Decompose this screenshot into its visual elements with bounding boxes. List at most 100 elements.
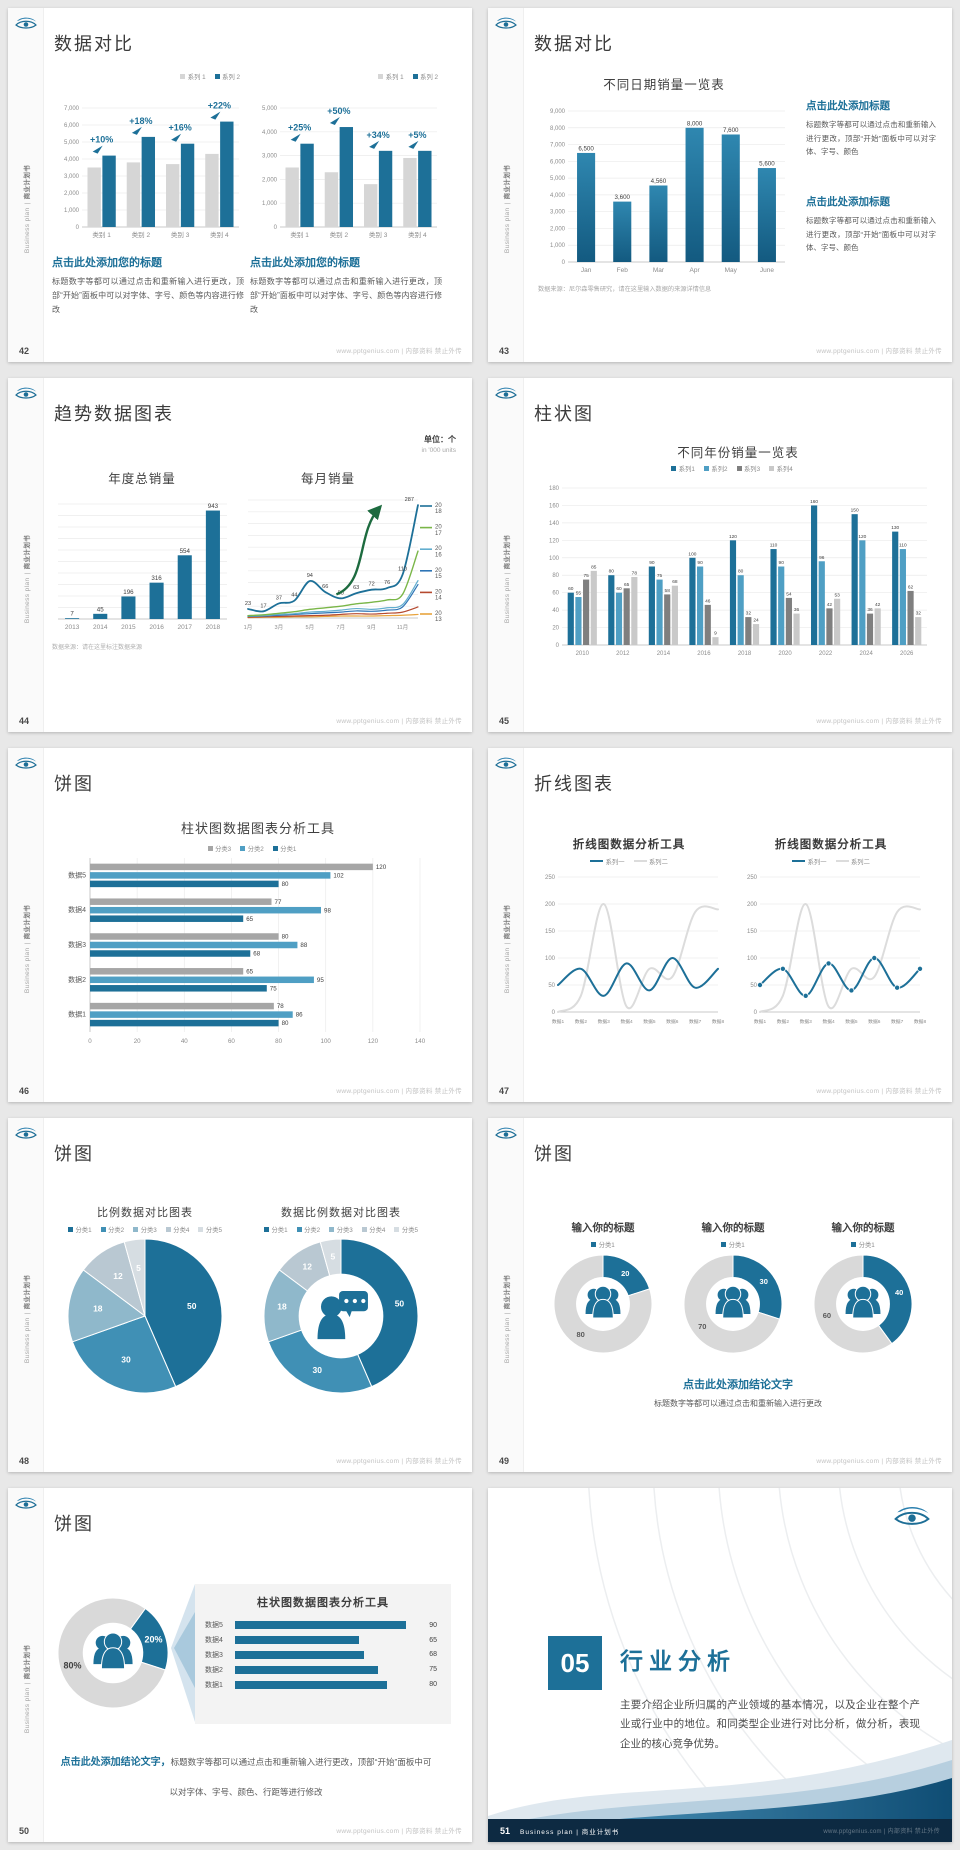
legend-item: 分类4 [361, 1225, 385, 1234]
legend-item: 系列4 [769, 464, 793, 473]
slide-side-strip: Business plan | 商业计划书 [8, 748, 44, 1102]
placeholder-body: 标题数字等都可以通过点击和重新输入进行更改，顶部“开始”面板中可以对字体、字号、… [806, 216, 936, 252]
legend-item: 系列1 [671, 464, 695, 473]
svg-text:0: 0 [562, 260, 566, 266]
placeholder-heading: 点击此处添加标题 [806, 196, 890, 208]
svg-text:数据5: 数据5 [643, 1018, 656, 1025]
svg-text:77: 77 [275, 899, 282, 906]
svg-text:200: 200 [545, 902, 556, 908]
sidebar-text-en: Business plan [24, 947, 31, 994]
slide-49-donut-charts[interactable]: Business plan|商业计划书 饼图 输入你的标题 分类1 20 80 输… [488, 1118, 952, 1472]
svg-text:7,000: 7,000 [550, 143, 566, 149]
chart-source-note: 数据来源：尼尔森零售研究，请在这里输入数据的来源详情信息 [538, 286, 712, 293]
sidebar-vertical-text: Business plan | 商业计划书 [21, 888, 31, 1010]
svg-text:45: 45 [97, 606, 104, 613]
company-logo-icon [495, 387, 517, 399]
svg-text:18: 18 [93, 1303, 103, 1313]
svg-text:32: 32 [916, 611, 922, 617]
sidebar-text-en: Business plan [24, 207, 31, 254]
company-logo-icon [15, 17, 37, 29]
page-number: 43 [499, 346, 510, 356]
annual-sales-bar-chart: 7 45 196 316 554 943 2013 2014 2015 2016 2017 2018 [52, 490, 232, 632]
slide-side-strip: Business plan | 商业计划书 [488, 8, 524, 362]
slide-50-donut-and-bars[interactable]: Business plan | 商业计划书 饼图 20% 80% 柱状图数据图表分析工… [8, 1488, 472, 1842]
svg-text:1月: 1月 [244, 624, 253, 631]
legend-item: 系列一 [590, 857, 625, 866]
svg-text:80: 80 [738, 569, 744, 575]
legend-item: 分类5 [198, 1225, 222, 1234]
slide-side-strip: Business plan | 商业计划书 [8, 8, 44, 362]
svg-text:58: 58 [665, 588, 671, 594]
text-block-right: 点击此处添加您的标题 标题数字等都可以通过点击和重新输入进行更改，顶部“开始”面… [250, 254, 442, 317]
slide-45-column-chart[interactable]: Business plan | 商业计划书 柱状图 不同年份销量一览表 系列1 系列2… [488, 378, 952, 732]
footer-site-text: www.pptgenius.com | 内部资料 禁止外传 [336, 348, 462, 355]
yearly-grouped-bar-chart: 系列1 系列2 系列3 系列4 0 20 40 60 80 100 120 140 160 180 60 80… [532, 462, 932, 660]
sidebar-text-en: Business plan [24, 1687, 31, 1734]
svg-text:1,000: 1,000 [64, 208, 80, 214]
sidebar-vertical-text: Business plan | 商业计划书 [21, 1628, 31, 1750]
donut-chart-70-30-svg: 30 70 [683, 1254, 783, 1354]
donut-column-2: 输入你的标题 分类1 30 70 [663, 1220, 803, 1355]
svg-text:100: 100 [321, 1038, 332, 1045]
donut-column-3: 输入你的标题 分类1 40 60 [793, 1220, 933, 1355]
text-block-left: 点击此处添加您的标题 标题数字等都可以通过点击和重新输入进行更改，顶部“开始”面… [52, 254, 244, 317]
svg-text:88: 88 [300, 942, 307, 949]
panel-bar-chart: 柱状图数据图表分析工具 数据5 90 数据4 65 数据3 68 数据2 75 数据1 80 [195, 1584, 451, 1724]
footer-site-text: www.pptgenius.com | 内部资料 禁止外传 [823, 1829, 940, 1835]
footer-site-text: www.pptgenius.com | 内部资料 禁止外传 [816, 1458, 942, 1465]
sales-bar-chart: 0 1,000 2,000 3,000 4,000 5,000 6,000 7,000 8,00… [538, 97, 790, 275]
svg-text:46: 46 [705, 598, 711, 604]
svg-text:40: 40 [181, 1038, 188, 1045]
pie-legend: 分类1 [793, 1238, 933, 1249]
sidebar-separator: | [504, 202, 511, 205]
slide-48-pie-charts[interactable]: Business plan|商业计划书 饼图 比例数据对比图表 分类1 分类2 分类… [8, 1118, 472, 1472]
svg-text:+50%: +50% [327, 106, 350, 116]
svg-text:78: 78 [632, 570, 638, 576]
svg-text:20: 20 [621, 1269, 629, 1278]
svg-text:80: 80 [282, 1020, 289, 1027]
slide-51-industry-analysis-divider[interactable]: 05 行业分析 主要介绍企业所归属的产业领域的基本情况，以及企业在整个产业或行业… [488, 1488, 952, 1842]
slide-42-data-comparison[interactable]: Business plan | 商业计划书 数据对比 系列 1 系列 2 0 1,000 2… [8, 8, 472, 362]
svg-text:6,000: 6,000 [64, 123, 80, 129]
svg-text:1,000: 1,000 [262, 201, 278, 207]
sidebar-vertical-text: Business plan | 商业计划书 [501, 518, 511, 640]
svg-text:2016: 2016 [697, 651, 711, 657]
slide-44-trend-charts[interactable]: Business plan | 商业计划书 趋势数据图表 单位：个 in '000 … [8, 378, 472, 732]
svg-text:+22%: +22% [208, 101, 231, 111]
company-logo-icon [15, 1127, 37, 1139]
unit-sublabel: in '000 units [421, 447, 457, 454]
slide-43-data-comparison[interactable]: Business plan | 商业计划书 数据对比 不同日期销量一览表 0 1,00… [488, 8, 952, 362]
slide-47-line-charts[interactable]: Business plan|商业计划书 折线图表 折线图数据分析工具 系列一 系列… [488, 748, 952, 1102]
pie-chart-svg: 50 30 18 12 5 [67, 1238, 223, 1394]
svg-text:55: 55 [576, 591, 582, 597]
svg-text:20: 20 [552, 626, 559, 632]
svg-text:30: 30 [760, 1277, 768, 1286]
svg-text:0: 0 [88, 1038, 92, 1045]
svg-text:2015: 2015 [121, 624, 136, 631]
legend-item: 分类1 [263, 1225, 288, 1234]
svg-text:943: 943 [208, 503, 219, 510]
slide-title: 饼图 [54, 1514, 94, 1534]
svg-text:98: 98 [324, 907, 331, 914]
grouped-bar-chart-right-svg: 0 1,000 2,000 3,000 4,000 5,000 类别 1 类别 2 类别 3 类别… [262, 106, 437, 239]
sidebar-text-cn: 商业计划书 [24, 1644, 31, 1680]
svg-text:5月: 5月 [305, 624, 314, 631]
svg-text:7,000: 7,000 [64, 106, 80, 112]
page-number: 47 [499, 1086, 510, 1096]
svg-text:11月: 11月 [397, 624, 408, 631]
svg-text:+16%: +16% [168, 123, 191, 133]
conclusion-lead: 点击此处添加结论文字， [60, 1757, 171, 1768]
slide-46-horizontal-bars[interactable]: Business plan|商业计划书 饼图 柱状图数据图表分析工具 分类3 分类… [8, 748, 472, 1102]
chart-legend: 系列一 系列二 [734, 855, 928, 867]
svg-text:80: 80 [609, 569, 615, 575]
svg-text:2,000: 2,000 [262, 177, 278, 183]
svg-text:9: 9 [714, 631, 717, 637]
legend-item: 系列 2 [214, 72, 240, 81]
column-title: 输入你的标题 [571, 1222, 635, 1234]
svg-text:9,000: 9,000 [550, 109, 566, 115]
svg-text:数据6: 数据6 [868, 1018, 881, 1025]
chart-source-note: 数据来源：请在这里标注数据来源 [52, 645, 143, 651]
slide-side-strip: Business plan | 商业计划书 [8, 1118, 44, 1472]
slide-title: 数据对比 [534, 34, 614, 54]
page-number: 49 [499, 1456, 510, 1466]
